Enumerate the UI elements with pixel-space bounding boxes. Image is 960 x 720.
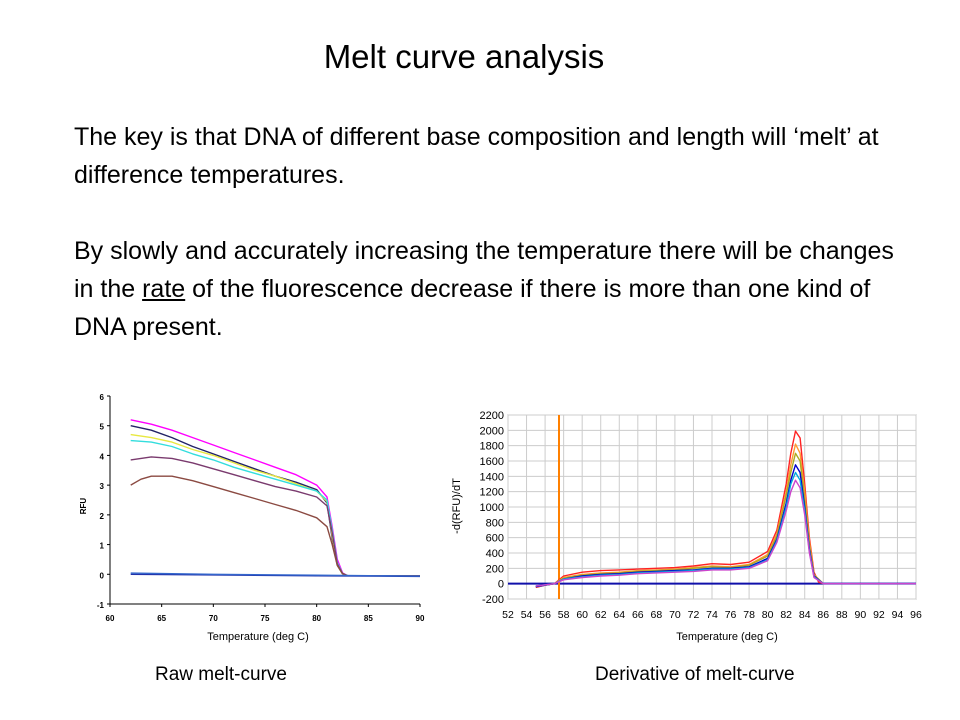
x-tick-label: 90 bbox=[416, 614, 425, 623]
y-tick-label: 1400 bbox=[480, 471, 504, 483]
x-tick-label: 84 bbox=[799, 609, 811, 621]
y-tick-label: 3 bbox=[100, 482, 105, 491]
x-tick-label: 76 bbox=[725, 609, 737, 621]
series-line bbox=[130, 456, 420, 577]
y-tick-label: 4 bbox=[100, 452, 105, 461]
y-tick-label: 5 bbox=[100, 423, 105, 432]
x-tick-label: 78 bbox=[743, 609, 755, 621]
series-line bbox=[130, 475, 420, 577]
x-tick-label: 68 bbox=[651, 609, 663, 621]
x-tick-label: 54 bbox=[521, 609, 533, 621]
y-tick-label: 1200 bbox=[480, 487, 504, 499]
y-tick-label: 600 bbox=[486, 533, 504, 545]
x-tick-label: 96 bbox=[910, 609, 922, 621]
x-tick-label: 58 bbox=[558, 609, 570, 621]
y-tick-label: 200 bbox=[486, 563, 504, 575]
rate-paragraph-start: By slowly and accurately increasing the … bbox=[74, 237, 894, 303]
x-tick-label: 60 bbox=[576, 609, 588, 621]
series-line bbox=[130, 439, 420, 577]
rate-paragraph: By slowly and accurately increasing the … bbox=[74, 232, 894, 346]
rate-paragraph-end: of the fluorescence decrease if there is… bbox=[74, 275, 871, 341]
series-line bbox=[535, 479, 916, 587]
x-tick-label: 88 bbox=[836, 609, 848, 621]
y-tick-label: 400 bbox=[486, 548, 504, 560]
y-tick-label: 2000 bbox=[480, 425, 504, 437]
y-tick-label: 6 bbox=[100, 393, 105, 402]
x-tick-label: 60 bbox=[106, 614, 115, 623]
intro-paragraph: The key is that DNA of different base co… bbox=[74, 123, 879, 189]
x-tick-label: 82 bbox=[780, 609, 792, 621]
x-tick-label: 86 bbox=[817, 609, 829, 621]
y-axis-label: -d(RFU)/dT bbox=[451, 478, 463, 534]
x-tick-label: 74 bbox=[706, 609, 718, 621]
x-tick-label: 56 bbox=[539, 609, 551, 621]
x-tick-label: 75 bbox=[261, 614, 270, 623]
series-line bbox=[130, 425, 420, 577]
y-tick-label: 1600 bbox=[480, 456, 504, 468]
x-tick-label: 90 bbox=[855, 609, 867, 621]
y-tick-label: 1 bbox=[100, 542, 105, 551]
raw-melt-curve-caption: Raw melt-curve bbox=[155, 664, 287, 685]
derivative-caption: Derivative of melt-curve bbox=[595, 664, 795, 685]
y-tick-label: -200 bbox=[482, 594, 504, 606]
y-tick-label: 0 bbox=[100, 571, 105, 580]
y-axis-label: RFU bbox=[79, 498, 88, 515]
x-tick-label: 72 bbox=[688, 609, 700, 621]
x-tick-label: 94 bbox=[892, 609, 904, 621]
x-tick-label: 66 bbox=[632, 609, 644, 621]
y-tick-label: 0 bbox=[498, 579, 504, 591]
rate-underlined-word: rate bbox=[142, 275, 186, 303]
x-tick-label: 80 bbox=[762, 609, 774, 621]
y-tick-label: -1 bbox=[97, 601, 105, 610]
y-tick-label: 800 bbox=[486, 517, 504, 529]
x-axis-label: Temperature (deg C) bbox=[676, 631, 778, 643]
x-tick-label: 92 bbox=[873, 609, 885, 621]
x-tick-label: 80 bbox=[312, 614, 321, 623]
y-tick-label: 2 bbox=[100, 512, 105, 521]
page-title: Melt curve analysis bbox=[323, 38, 605, 75]
x-tick-label: 70 bbox=[209, 614, 218, 623]
x-tick-label: 70 bbox=[669, 609, 681, 621]
series-line bbox=[535, 452, 916, 588]
y-tick-label: 2200 bbox=[480, 410, 504, 422]
x-tick-label: 64 bbox=[613, 609, 625, 621]
x-tick-label: 52 bbox=[502, 609, 514, 621]
x-tick-label: 85 bbox=[364, 614, 373, 623]
series-line bbox=[130, 572, 421, 577]
x-tick-label: 65 bbox=[157, 614, 166, 623]
x-axis-label: Temperature (deg C) bbox=[207, 631, 309, 643]
y-tick-label: 1800 bbox=[480, 441, 504, 453]
y-tick-label: 1000 bbox=[480, 502, 504, 514]
x-tick-label: 62 bbox=[595, 609, 607, 621]
series-line bbox=[535, 443, 916, 588]
